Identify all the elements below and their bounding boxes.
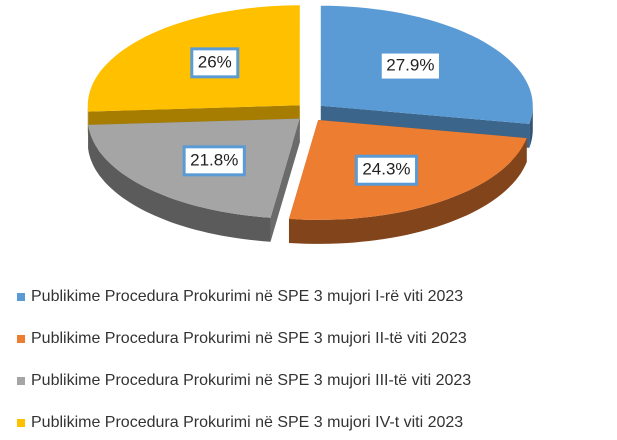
slice-wall	[270, 118, 300, 242]
legend-label: Publikime Procedura Prokurimi në SPE 3 m…	[31, 288, 463, 305]
data-label-box	[378, 50, 442, 82]
data-label-box	[354, 154, 419, 186]
data-label: 21.8%	[190, 150, 238, 169]
slice-side	[529, 105, 533, 148]
legend-label: Publikime Procedura Prokurimi në SPE 3 m…	[31, 414, 463, 431]
legend-label: Publikime Procedura Prokurimi në SPE 3 m…	[31, 372, 471, 389]
legend-marker	[17, 419, 25, 427]
data-label: 24.3%	[362, 160, 410, 179]
legend-marker	[17, 335, 25, 343]
data-label: 26%	[198, 52, 232, 71]
slice-side	[88, 124, 271, 242]
legend-marker	[17, 293, 25, 301]
data-label-box	[190, 47, 240, 79]
data-label-box	[182, 145, 246, 177]
slice-side	[289, 138, 527, 244]
legend-marker	[17, 377, 25, 385]
pie-slice	[288, 119, 527, 244]
legend-label: Publikime Procedura Prokurimi në SPE 3 m…	[31, 330, 467, 347]
data-label: 27.9%	[386, 56, 434, 75]
pie-slice	[88, 118, 300, 242]
